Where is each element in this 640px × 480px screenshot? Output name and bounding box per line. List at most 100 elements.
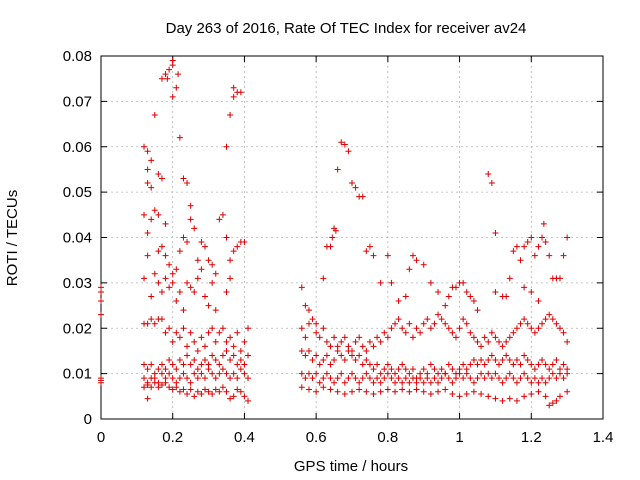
- data-point: [499, 343, 506, 350]
- data-point: [485, 393, 492, 400]
- data-point: [155, 248, 162, 255]
- data-point: [341, 141, 348, 148]
- data-point: [176, 288, 183, 295]
- data-point: [180, 234, 187, 241]
- data-point: [144, 180, 151, 187]
- data-point: [352, 375, 359, 382]
- data-point: [98, 311, 104, 318]
- data-point: [313, 329, 320, 336]
- data-point: [409, 334, 416, 341]
- data-point: [158, 361, 165, 368]
- data-point: [549, 316, 556, 323]
- data-point: [158, 175, 165, 182]
- data-point: [524, 375, 531, 382]
- data-point: [413, 379, 420, 386]
- data-point: [241, 239, 248, 246]
- data-point: [460, 361, 467, 368]
- data-point: [316, 361, 323, 368]
- data-point: [349, 370, 355, 377]
- data-point: [191, 338, 198, 345]
- data-point: [180, 361, 187, 368]
- data-point: [320, 384, 327, 391]
- data-point: [241, 370, 248, 377]
- data-point: [366, 338, 373, 345]
- data-point: [176, 134, 183, 141]
- grid-lines: [101, 56, 603, 419]
- data-point: [223, 347, 230, 354]
- data-point: [499, 379, 506, 386]
- data-point: [341, 379, 348, 386]
- data-point: [187, 329, 194, 336]
- data-point: [435, 288, 442, 295]
- data-point: [144, 320, 151, 327]
- data-point: [377, 379, 384, 386]
- data-point: [549, 400, 556, 407]
- data-point: [521, 393, 528, 400]
- data-point: [521, 370, 528, 377]
- data-point: [445, 325, 452, 332]
- data-point: [209, 279, 216, 286]
- data-point: [313, 352, 320, 359]
- data-point: [166, 384, 173, 391]
- data-point: [148, 293, 155, 300]
- data-point: [356, 379, 363, 386]
- data-point: [230, 84, 237, 91]
- data-point: [517, 361, 524, 368]
- data-point: [553, 357, 560, 364]
- data-point: [513, 379, 520, 386]
- data-point: [556, 370, 563, 377]
- data-point: [155, 211, 162, 218]
- data-point: [564, 388, 571, 395]
- data-point: [388, 279, 395, 286]
- data-point: [427, 391, 434, 398]
- data-point: [173, 366, 180, 373]
- data-point: [205, 302, 212, 309]
- data-point: [442, 320, 449, 327]
- data-point: [234, 329, 241, 336]
- data-point: [349, 352, 355, 359]
- data-point: [381, 375, 388, 382]
- data-point: [427, 279, 434, 286]
- data-point: [176, 248, 183, 255]
- data-point: [237, 347, 244, 354]
- data-point: [234, 243, 241, 250]
- data-point: [517, 257, 524, 264]
- data-point: [338, 338, 345, 345]
- data-point: [313, 370, 320, 377]
- data-point: [402, 293, 409, 300]
- data-point: [535, 298, 542, 305]
- data-point: [327, 243, 334, 250]
- data-point: [542, 316, 549, 323]
- data-point: [413, 257, 420, 264]
- data-point: [155, 170, 162, 177]
- data-point: [212, 307, 219, 314]
- data-point: [320, 357, 327, 364]
- data-point: [162, 329, 169, 336]
- data-point: [144, 381, 151, 388]
- data-point: [460, 316, 467, 323]
- data-point: [201, 375, 208, 382]
- data-point: [420, 366, 427, 373]
- data-point: [556, 325, 563, 332]
- data-point: [305, 320, 312, 327]
- data-point: [513, 397, 520, 404]
- data-point: [395, 298, 402, 305]
- data-point: [148, 316, 155, 323]
- data-point: [230, 93, 237, 100]
- data-point: [176, 334, 183, 341]
- data-point: [417, 329, 424, 336]
- data-point: [187, 284, 194, 291]
- x-tick-label: 0: [97, 429, 105, 446]
- data-point: [241, 393, 248, 400]
- x-tick-label: 0.6: [306, 429, 327, 446]
- data-point: [431, 375, 438, 382]
- data-point: [542, 379, 549, 386]
- data-point: [223, 143, 230, 150]
- data-point: [184, 239, 191, 246]
- x-axis-label: GPS time / hours: [294, 458, 408, 475]
- data-point: [191, 370, 198, 377]
- data-point: [356, 352, 363, 359]
- data-point: [431, 320, 438, 327]
- data-point: [341, 391, 348, 398]
- data-point: [474, 361, 481, 368]
